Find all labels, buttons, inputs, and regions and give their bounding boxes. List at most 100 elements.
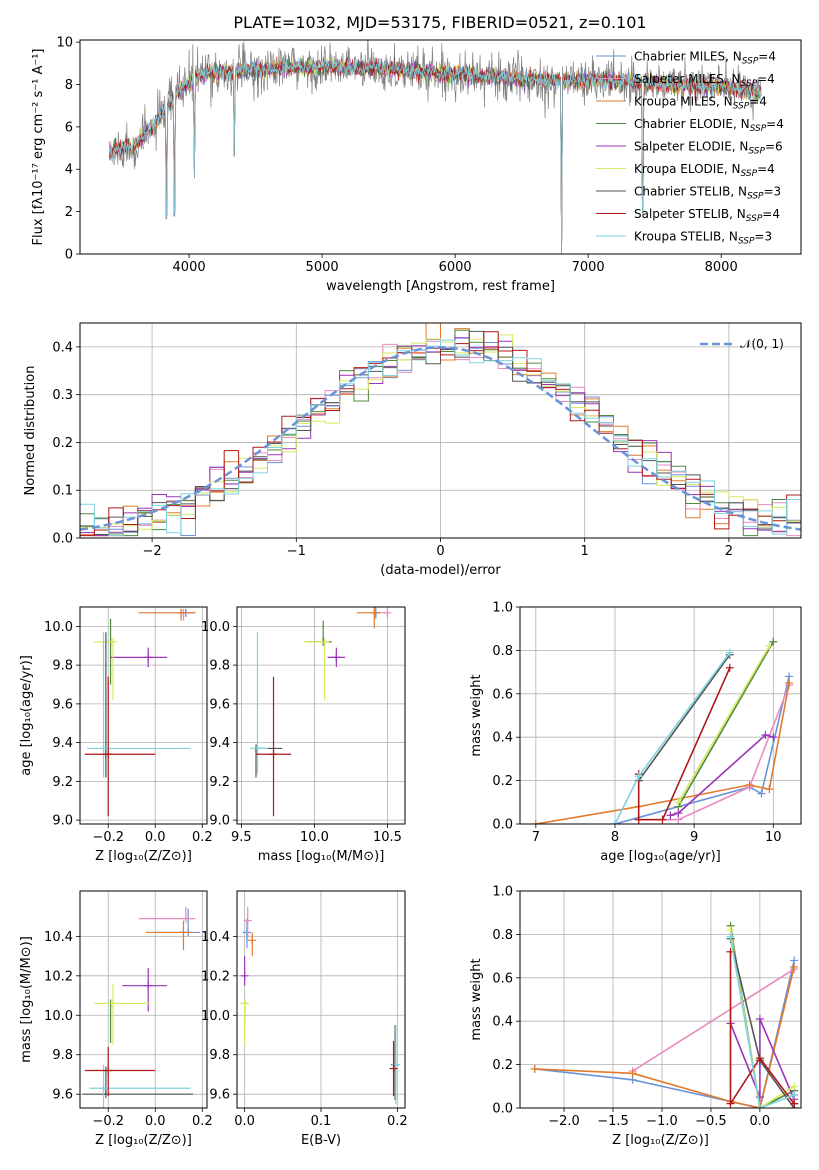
x-axis-label: Z [log₁₀(Z/Z⊙)] (95, 1133, 192, 1148)
error-point-kroupa-miles (138, 608, 196, 621)
x-tick-label: 0 (436, 544, 444, 559)
x-tick-label: 0.2 (192, 1114, 213, 1129)
chart-title: PLATE=1032, MJD=53175, FIBERID=0521, z=0… (233, 13, 646, 32)
weight-marker (725, 648, 734, 657)
y-tick-label: 9.0 (52, 814, 73, 829)
histogram-chabrier-stelib (80, 330, 801, 535)
weight-marker (790, 1090, 799, 1099)
x-axis-label: age [log₁₀(age/yr)] (600, 849, 721, 864)
y-tick-label: 10 (56, 36, 73, 51)
legend-subscript: SSP (738, 237, 755, 247)
y-tick-label: 10.0 (201, 620, 230, 635)
y-tick-label: 2 (65, 205, 73, 220)
legend-nssp: =4 (749, 95, 767, 109)
panel-2: −0.2 0.0 0.2 9.0 9.2 9.4 9.6 9.8 10.0 Z [log₁₀(Z/… (19, 606, 213, 864)
x-tick-label: 7 (532, 830, 540, 845)
y-tick-label: 1.0 (492, 601, 513, 616)
y-tick-label: 0.8 (492, 928, 513, 943)
panel-1: −2 −1 0 1 2 0.0 0.1 0.2 0.3 0.4 (data-model)/error… (23, 322, 802, 578)
plot-area (84, 608, 196, 817)
point-marker (320, 637, 329, 646)
axes-frame (236, 890, 406, 1109)
legend-item: Chabrier MILES, NSSP=4 (634, 50, 776, 67)
y-tick-label: 10.0 (44, 1009, 73, 1024)
y-tick-label: 0 (65, 248, 73, 263)
panel-3: 9.5 10.0 10.5 9.0 9.2 9.4 9.6 9.8 10.0 mass [log₁… (201, 606, 406, 864)
y-tick-label: 8 (65, 78, 73, 93)
y-tick-label: 0.0 (52, 532, 73, 547)
y-tick-label: 0.0 (492, 1102, 513, 1117)
x-tick-label: −0.5 (695, 1114, 727, 1129)
error-point-salpeter-elodie (327, 647, 346, 668)
y-tick-label: 10.4 (44, 930, 73, 945)
y-tick-label: 0.4 (492, 1015, 513, 1030)
axes-frame (79, 890, 208, 1109)
y-tick-label: 1.0 (492, 885, 513, 900)
point-marker (144, 981, 153, 990)
y-axis-label: age [log₁₀(age/yr)] (19, 655, 34, 776)
axes-frame (519, 890, 802, 1109)
x-tick-label: 9 (690, 830, 698, 845)
weight-marker (790, 1082, 799, 1091)
plot-area (82, 906, 200, 1108)
legend-nssp: =3 (764, 185, 782, 199)
weight-marker (628, 1069, 637, 1078)
point-marker (389, 1064, 398, 1073)
error-point-kroupa-miles (356, 607, 381, 629)
weight-marker (634, 772, 643, 781)
weight-marker (666, 811, 675, 820)
legend-item: Salpeter ELODIE, NSSP=6 (634, 140, 783, 157)
weight-marker (726, 1099, 735, 1108)
weight-line-chabrier-elodie (677, 641, 774, 807)
legend-subscript: SSP (742, 57, 759, 67)
plot-area (108, 40, 762, 254)
error-point-kroupa-elodie (240, 999, 249, 1045)
y-tick-label: 0.6 (492, 971, 513, 986)
point-marker (104, 1066, 113, 1075)
legend-nssp: =4 (757, 72, 775, 86)
legend-label: Chabrier STELIB, N (634, 185, 747, 199)
weight-marker (745, 780, 754, 789)
point-marker (104, 750, 113, 759)
model-spectrum-kroupa-stelib (108, 57, 762, 254)
y-tick-label: 10.4 (201, 930, 230, 945)
legend-item: Kroupa ELODIE, NSSP=4 (634, 162, 775, 179)
panel-6: 0.0 0.1 0.2 9.6 9.8 10.0 10.2 10.4 E(B-V) (201, 890, 408, 1148)
x-tick-label: 8000 (705, 260, 738, 275)
y-tick-label: 9.6 (52, 1088, 73, 1103)
error-point-salpeter-elodie (110, 647, 168, 668)
weight-marker (531, 820, 540, 824)
x-tick-label: 10.5 (373, 830, 402, 845)
error-point-chabrier-miles (242, 918, 251, 949)
error-point-salpeter-stelib (389, 1040, 398, 1097)
weight-line-kroupa-elodie (677, 645, 770, 803)
x-axis-label: mass [log₁₀(M/M⊙)] (258, 849, 385, 864)
error-point-salpeter-elodie (240, 956, 249, 986)
x-tick-label: 6000 (439, 260, 472, 275)
weight-line-chabrier-miles (614, 676, 790, 824)
point-marker (253, 744, 262, 753)
panel-0: 4000 5000 6000 7000 8000 0 2 4 6 8 10 wavelength [A… (31, 13, 802, 294)
x-tick-label: 7000 (572, 260, 605, 275)
y-tick-label: 10.2 (201, 969, 230, 984)
y-tick-label: 0.8 (492, 644, 513, 659)
point-marker (99, 744, 108, 753)
y-tick-label: 9.6 (52, 697, 73, 712)
y-tick-label: 0.2 (52, 436, 73, 451)
weight-marker (755, 1093, 764, 1102)
x-tick-label: −1 (287, 544, 306, 559)
y-tick-label: 0.2 (492, 1058, 513, 1073)
x-tick-label: −2.0 (548, 1114, 580, 1129)
y-tick-label: 9.8 (209, 659, 230, 674)
point-marker (240, 999, 249, 1008)
plot-area (530, 921, 799, 1108)
error-point-salpeter-elodie (122, 967, 168, 1012)
point-marker (242, 928, 251, 937)
weight-marker (757, 789, 766, 798)
y-tick-label: 9.2 (52, 775, 73, 790)
point-marker (332, 653, 341, 662)
weight-marker (658, 815, 667, 824)
panel-7: −2.0 −1.5 −1.0 −0.5 0.0 0.0 0.2 0.4 0.6 0.8 1.0 Z [… (469, 885, 802, 1148)
legend-nssp: =4 (758, 50, 776, 64)
